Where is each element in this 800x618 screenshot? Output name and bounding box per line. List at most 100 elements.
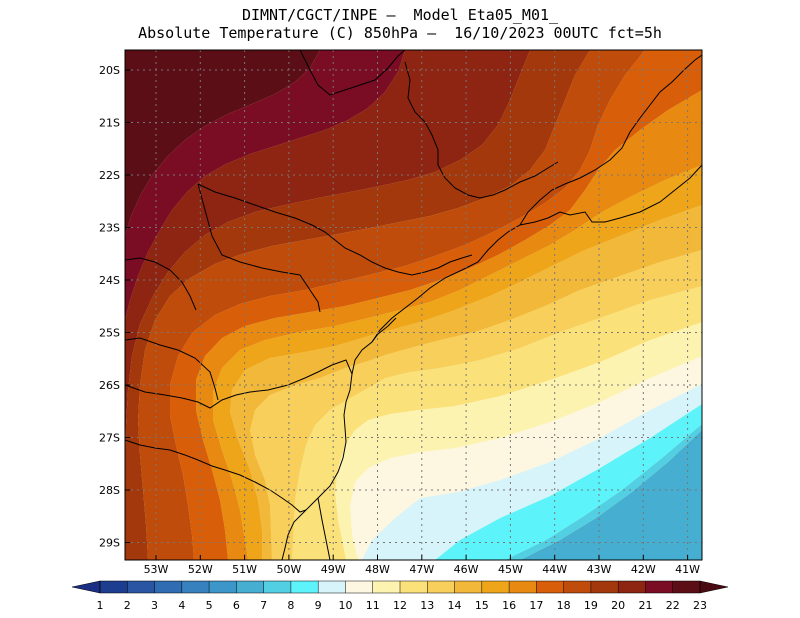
colorbar-label: 4 <box>178 599 185 612</box>
colorbar-low-arrow <box>71 580 101 594</box>
colorbar-label: 3 <box>151 599 158 612</box>
lon-label: 43W <box>587 563 612 576</box>
band-11 <box>350 356 702 560</box>
colorbar-swatch <box>427 581 456 593</box>
colorbar-swatch <box>345 581 374 593</box>
border-mg-sp <box>299 50 559 199</box>
colorbar-label: 17 <box>529 599 543 612</box>
lon-label: 50W <box>276 563 301 576</box>
colorbar-label: 6 <box>233 599 240 612</box>
band-15 <box>230 205 702 560</box>
coastline-and-borders <box>125 50 702 560</box>
lon-label: 44W <box>542 563 567 576</box>
colorbar-label: 13 <box>420 599 434 612</box>
colorbar-label: 16 <box>502 599 516 612</box>
latitude-labels: 20S 21S 22S 23S 24S 25S 26S 27S 28S 29S <box>99 64 130 550</box>
colorbar-label: 21 <box>638 599 652 612</box>
lat-label: 25S <box>99 327 120 340</box>
colorbar-label: 5 <box>206 599 213 612</box>
colorbar-high-arrow <box>699 580 729 594</box>
band-18 <box>170 50 702 560</box>
colorbar-swatch <box>209 581 237 593</box>
lat-label: 22S <box>99 169 120 182</box>
band-19 <box>138 50 645 560</box>
band-22 <box>125 50 405 320</box>
colorbar-label: 2 <box>124 599 131 612</box>
lon-label: 47W <box>409 563 434 576</box>
border-paraguay <box>125 257 197 311</box>
colorbar-swatch <box>181 581 210 593</box>
colorbar-swatch <box>563 581 592 593</box>
colorbar-swatch <box>618 581 646 593</box>
colorbar-swatch <box>509 581 537 593</box>
border-argentina <box>125 337 219 401</box>
lat-label: 27S <box>99 432 120 445</box>
lat-label: 20S <box>99 64 120 77</box>
colorbar-label: 19 <box>584 599 598 612</box>
border-pr-sc <box>125 359 353 409</box>
lat-label: 28S <box>99 484 120 497</box>
longitude-labels: 53W 52W 51W 50W 49W 48W 47W 46W 45W 44W 43W 42W 41W <box>144 555 700 576</box>
colorbar-label: 8 <box>287 599 294 612</box>
band-12 <box>335 322 702 560</box>
lon-label: 49W <box>321 563 346 576</box>
paranaguá-bay <box>371 317 397 343</box>
colorbar-label: 12 <box>393 599 407 612</box>
colorbar-swatch <box>672 581 701 593</box>
temperature-field <box>125 50 702 560</box>
colorbar-swatch <box>645 581 674 593</box>
band-20 <box>125 50 590 560</box>
colorbar-swatch <box>481 581 510 593</box>
band-7 <box>520 430 702 560</box>
lon-label: 53W <box>144 563 169 576</box>
map-frame <box>124 49 703 561</box>
lagoon <box>317 497 331 560</box>
title-line-1: DIMNT/CGCT/INPE – Model Eta05_M01_ <box>241 6 559 24</box>
band-10 <box>362 384 702 560</box>
band-13 <box>292 286 702 560</box>
colorbar-label: 18 <box>557 599 571 612</box>
band-9 <box>435 404 702 560</box>
colorbar-swatch <box>100 581 128 593</box>
colorbar: 1 2 3 4 5 6 7 8 9 10 11 12 13 14 15 16 17 18 19 20 21 22 23 <box>71 580 729 612</box>
colorbar-swatch <box>127 581 156 593</box>
colorbar-swatch <box>154 581 183 593</box>
colorbar-label: 9 <box>315 599 322 612</box>
lat-label: 29S <box>99 537 120 550</box>
colorbar-swatch <box>454 581 483 593</box>
lat-label: 21S <box>99 117 120 130</box>
band-17 <box>196 90 702 560</box>
colorbar-label: 10 <box>338 599 352 612</box>
lon-label: 42W <box>631 563 656 576</box>
band-16 <box>213 165 702 560</box>
colorbar-label: 23 <box>693 599 707 612</box>
colorbar-swatch <box>536 581 565 593</box>
lon-label: 48W <box>365 563 390 576</box>
colorbar-label: 22 <box>666 599 680 612</box>
colorbar-swatch <box>400 581 428 593</box>
graticule <box>125 50 702 560</box>
lat-label: 23S <box>99 222 120 235</box>
colorbar-swatch <box>318 581 346 593</box>
border-mg-rj <box>519 54 702 226</box>
colorbar-label: 1 <box>97 599 104 612</box>
colorbar-label: 11 <box>366 599 380 612</box>
colorbar-label: 14 <box>448 599 462 612</box>
lat-label: 24S <box>99 274 120 287</box>
colorbar-label: 15 <box>475 599 489 612</box>
lon-label: 46W <box>454 563 479 576</box>
colorbar-swatch <box>236 581 265 593</box>
title-line-2: Absolute Temperature (C) 850hPa – 16/10/… <box>138 24 662 42</box>
border-sp-pr <box>197 183 473 276</box>
lon-label: 45W <box>498 563 523 576</box>
border-sc-rs <box>125 439 307 513</box>
colorbar-swatch <box>590 581 619 593</box>
colorbar-swatch <box>372 581 401 593</box>
colorbar-label: 20 <box>611 599 625 612</box>
coastline <box>281 164 702 560</box>
lon-label: 41W <box>675 563 700 576</box>
colorbar-swatch <box>290 581 319 593</box>
lat-label: 26S <box>99 379 120 392</box>
band-23 <box>125 50 320 236</box>
